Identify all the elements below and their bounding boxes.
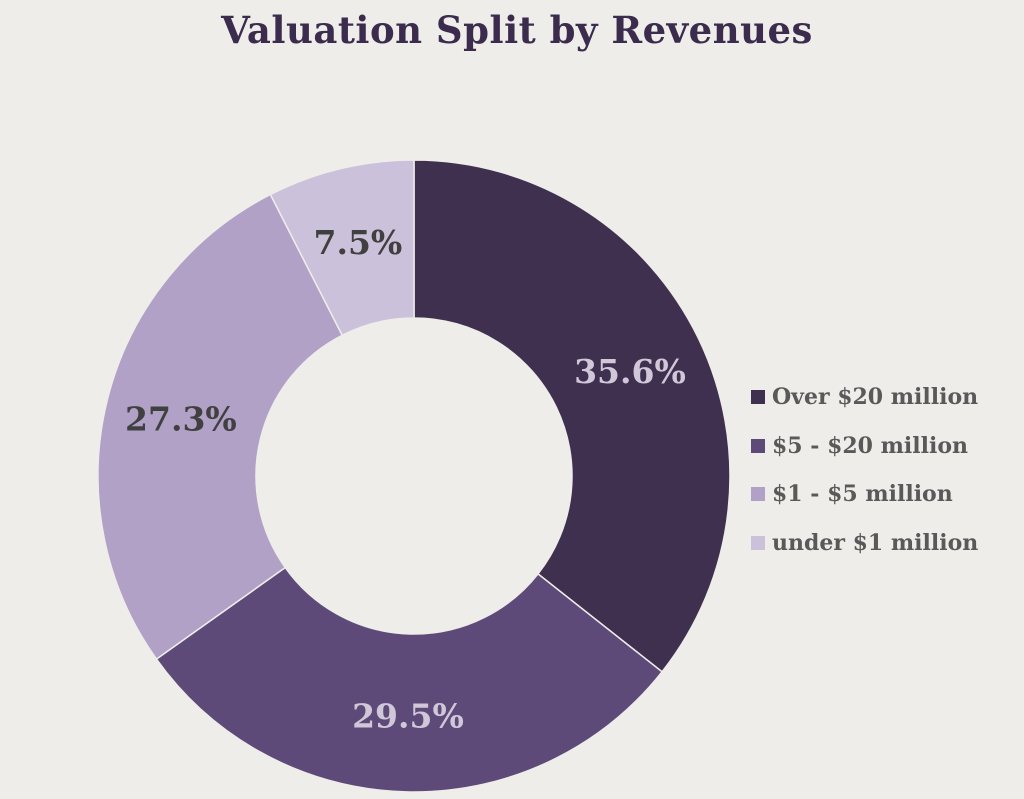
data-label-over-20-million: 35.6% [574,352,686,391]
donut-slice-5-20-million [155,566,664,793]
legend-item-over-20-million: Over $20 million [751,373,978,422]
donut-slices [97,159,731,793]
legend-label: $1 - $5 million [772,481,953,508]
donut-data-labels: 35.6% 29.5% 27.3% 7.5% [125,223,686,735]
legend-item-1-5-million: $1 - $5 million [751,470,978,519]
legend-label: $5 - $20 million [772,432,969,459]
chart-legend: Over $20 million $5 - $20 million $1 - $5 … [751,373,978,567]
donut-slice-over-20-million [413,159,731,673]
legend-label: under $1 million [772,529,979,556]
legend-swatch [751,390,765,405]
chart-title: Valuation Split by Revenues [221,8,813,52]
data-label-5-20-million: 29.5% [352,696,464,735]
legend-swatch [751,535,765,550]
legend-swatch [751,487,765,502]
data-label-under-1-million: 7.5% [314,223,403,262]
data-label-1-5-million: 27.3% [125,399,237,438]
legend-item-under-1-million: under $1 million [751,519,978,568]
legend-label: Over $20 million [772,384,979,411]
donut-slice-1-5-million [97,193,344,661]
donut-slice-under-1-million [269,159,415,337]
legend-swatch [751,438,765,453]
legend-item-5-20-million: $5 - $20 million [751,422,978,471]
